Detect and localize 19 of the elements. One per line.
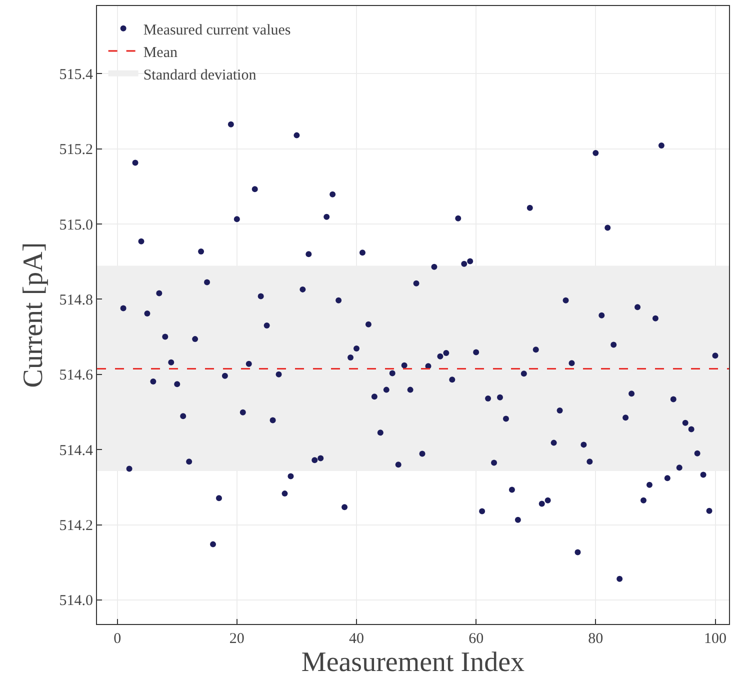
- y-tick-label: 515.0: [59, 217, 93, 234]
- legend-label: Mean: [143, 44, 178, 61]
- x-tick-label: 100: [704, 631, 726, 647]
- legend-label: Measured current values: [143, 22, 291, 38]
- x-tick-label: 80: [588, 631, 604, 647]
- y-axis-title: Current [pA]: [18, 242, 49, 388]
- x-tick-label: 60: [468, 631, 484, 647]
- x-tick-label: 40: [349, 631, 364, 647]
- legend-label: Standard deviation: [143, 67, 257, 84]
- y-tick-label: 515.4: [59, 66, 94, 83]
- y-tick-label: 514.4: [59, 442, 94, 459]
- x-tick-label: 0: [114, 631, 122, 647]
- y-tick-label: 514.6: [59, 368, 94, 384]
- y-tick-label: 515.2: [59, 142, 93, 158]
- y-tick-label: 514.0: [59, 593, 93, 610]
- x-axis-title: Measurement Index: [301, 647, 525, 678]
- x-tick-label: 20: [229, 631, 244, 647]
- y-tick-label: 514.2: [59, 518, 93, 534]
- y-tick-label: 514.8: [59, 292, 93, 308]
